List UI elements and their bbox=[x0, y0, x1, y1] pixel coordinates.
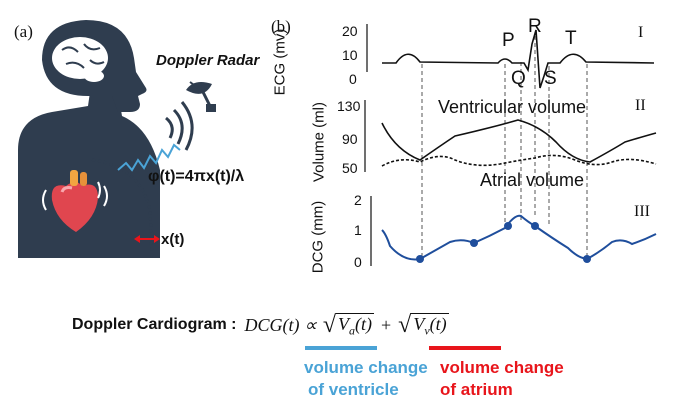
equation-lhs: DCG(t) ∝ bbox=[244, 314, 317, 335]
term-v-arg: (t) bbox=[429, 313, 447, 334]
ecg-wave-label-s: S bbox=[544, 68, 557, 89]
volume-tick-90: 90 bbox=[342, 131, 358, 147]
radar-wave bbox=[117, 143, 181, 172]
person-body bbox=[18, 92, 160, 258]
dcg-tick-1: 1 bbox=[354, 222, 362, 238]
person-illustration bbox=[18, 20, 216, 259]
underline-left bbox=[305, 346, 377, 350]
ecg-tick-10: 10 bbox=[342, 47, 358, 63]
atrial-volume-trace bbox=[381, 154, 657, 167]
caption-left: volume change of ventricle bbox=[304, 357, 428, 401]
sqrt-symbol-icon: √ bbox=[322, 312, 336, 339]
dcg-marker-2 bbox=[470, 239, 478, 247]
radar-dish-icon bbox=[186, 81, 216, 112]
ventricular-volume-label: Ventricular volume bbox=[438, 97, 587, 117]
heart-icon bbox=[51, 170, 98, 232]
ecg-tick-20: 20 bbox=[342, 23, 358, 39]
volume-tick-130: 130 bbox=[337, 98, 361, 114]
equation-prefix: Doppler Cardiogram : bbox=[72, 316, 237, 333]
chest-dashed-outline bbox=[91, 158, 154, 259]
dcg-trace bbox=[381, 214, 657, 261]
dcg-tick-2: 2 bbox=[354, 192, 362, 208]
dcg-roman-label: III bbox=[634, 203, 650, 220]
dcg-marker-1 bbox=[416, 255, 424, 263]
dcg-markers bbox=[416, 222, 591, 263]
term-a-subscript: a bbox=[349, 323, 355, 338]
heartbeat-arcs bbox=[42, 181, 108, 211]
ecg-tick-0: 0 bbox=[349, 71, 357, 87]
displacement-arrow-icon bbox=[134, 235, 160, 243]
ecg-trace bbox=[382, 29, 655, 89]
sqrt-term-atrial: √ Va(t) bbox=[322, 312, 374, 339]
dcg-tick-0: 0 bbox=[354, 254, 362, 270]
atrial-volume-label: Atrial volume bbox=[480, 170, 585, 190]
ventricular-volume-trace bbox=[381, 119, 657, 163]
term-v-symbol: V bbox=[413, 313, 425, 334]
displacement-label: x(t) bbox=[161, 231, 185, 248]
sqrt-symbol-icon: √ bbox=[398, 312, 412, 339]
panel-b-label: (b) bbox=[271, 17, 291, 36]
volume-roman-label: II bbox=[635, 97, 646, 114]
physiology-plots bbox=[364, 24, 657, 266]
dcg-marker-5 bbox=[583, 255, 591, 263]
dcg-marker-4 bbox=[531, 222, 539, 230]
term-v-subscript: v bbox=[424, 323, 430, 338]
term-a-arg: (t) bbox=[355, 313, 372, 334]
radar-emission-arcs bbox=[165, 101, 194, 151]
ecg-roman-label: I bbox=[638, 24, 644, 41]
panel-a-label: (a) bbox=[14, 22, 33, 41]
dcg-marker-3 bbox=[504, 222, 512, 230]
ecg-wave-label-q: Q bbox=[511, 68, 526, 89]
underline-right bbox=[429, 346, 501, 350]
caption-right: volume change of atrium bbox=[440, 357, 564, 401]
caption-left-line2: of ventricle bbox=[308, 380, 399, 399]
volume-tick-50: 50 bbox=[342, 160, 358, 176]
phase-formula: φ(t)=4πx(t)/λ bbox=[148, 168, 245, 185]
sqrt-term-ventricle: √ Vv(t) bbox=[398, 312, 449, 339]
ecg-wave-label-p: P bbox=[502, 30, 515, 51]
caption-right-line1: volume change bbox=[440, 358, 564, 377]
ecg-wave-label-r: R bbox=[528, 16, 542, 37]
ecg-wave-label-t: T bbox=[565, 28, 577, 49]
equation-plus: + bbox=[381, 314, 392, 335]
caption-right-line2: of atrium bbox=[440, 380, 513, 399]
radar-label: Doppler Radar bbox=[156, 52, 260, 69]
term-a-symbol: V bbox=[338, 313, 349, 334]
caption-left-line1: volume change bbox=[304, 358, 428, 377]
dcg-equation: Doppler Cardiogram : DCG(t) ∝ √ Va(t) + … bbox=[72, 305, 449, 345]
